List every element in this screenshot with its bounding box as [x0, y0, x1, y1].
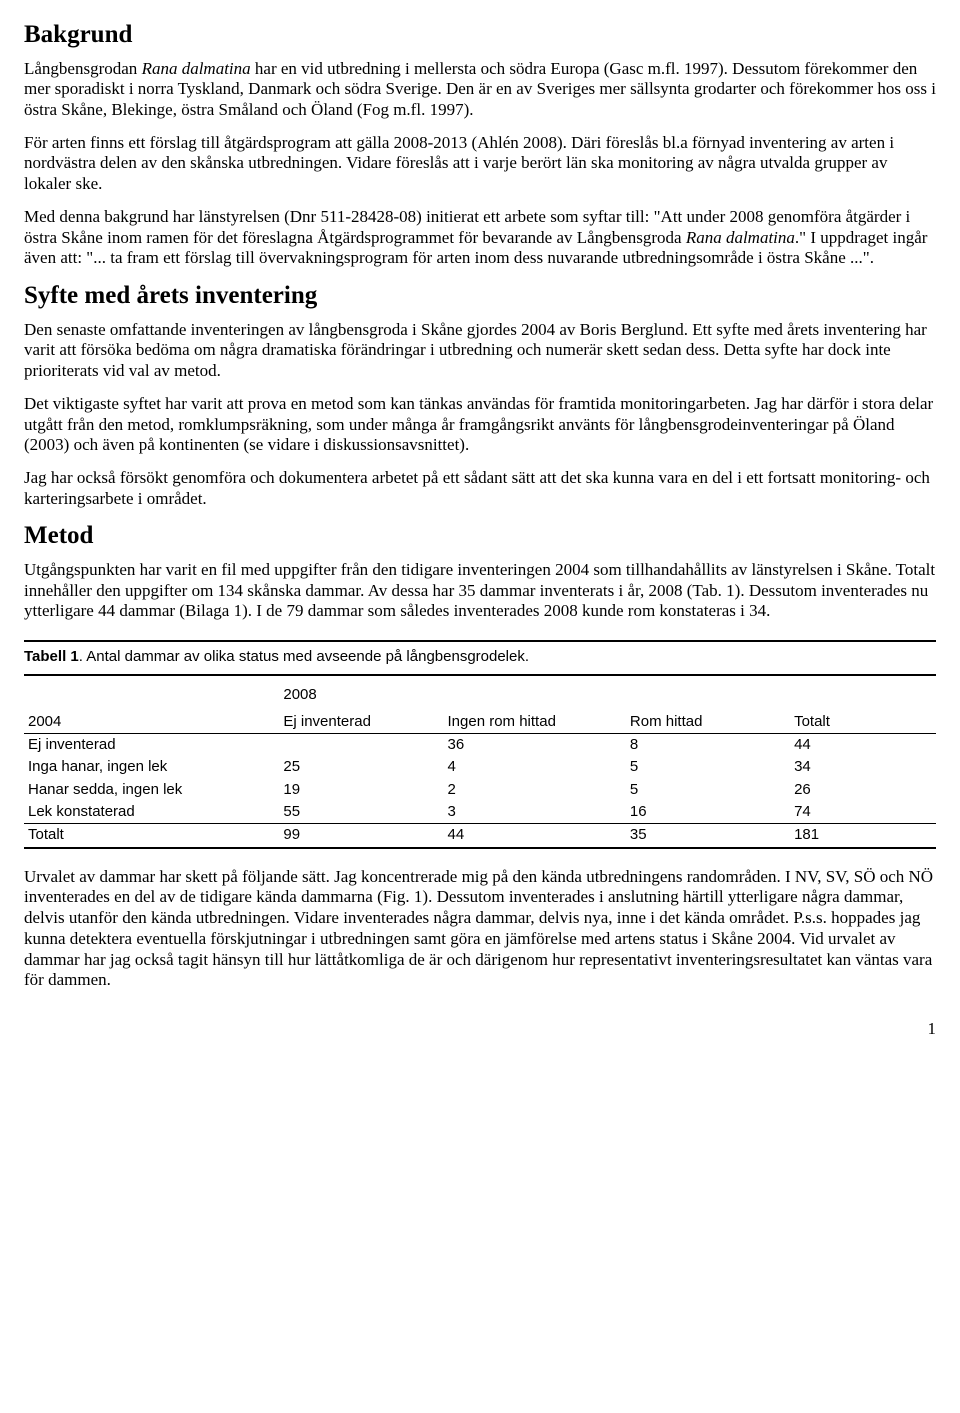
cell: [279, 734, 443, 757]
bakgrund-p3: Med denna bakgrund har länstyrelsen (Dnr…: [24, 207, 936, 269]
table-year-row: 2008: [24, 675, 936, 710]
col-header: Totalt: [790, 711, 936, 734]
row-label: Lek konstaterad: [24, 801, 279, 824]
total-label: Totalt: [24, 824, 279, 848]
cell: 25: [279, 756, 443, 778]
col-header: Ej inventerad: [279, 711, 443, 734]
table-header-row: 2004 Ej inventerad Ingen rom hittad Rom …: [24, 711, 936, 734]
syfte-p3: Jag har också försökt genomföra och doku…: [24, 468, 936, 509]
text: Långbensgrodan: [24, 59, 142, 78]
cell: 26: [790, 779, 936, 801]
syfte-p2: Det viktigaste syftet har varit att prov…: [24, 394, 936, 456]
cell: 3: [444, 801, 626, 824]
cell: 44: [444, 824, 626, 848]
table-row: Hanar sedda, ingen lek 19 2 5 26: [24, 779, 936, 801]
row-label: Hanar sedda, ingen lek: [24, 779, 279, 801]
cell: 2: [444, 779, 626, 801]
metod-p1: Utgångspunkten har varit en fil med uppg…: [24, 560, 936, 622]
cell: 16: [626, 801, 790, 824]
cell: 8: [626, 734, 790, 757]
table-title: Tabell 1. Antal dammar av olika status m…: [24, 640, 936, 666]
cell: 35: [626, 824, 790, 848]
cell: 44: [790, 734, 936, 757]
cell: 181: [790, 824, 936, 848]
table-caption: . Antal dammar av olika status med avsee…: [79, 648, 529, 665]
year-cell: 2008: [279, 675, 443, 710]
cell: 34: [790, 756, 936, 778]
heading-syfte: Syfte med årets inventering: [24, 281, 936, 312]
row-label: Inga hanar, ingen lek: [24, 756, 279, 778]
cell: 55: [279, 801, 443, 824]
row-label: Ej inventerad: [24, 734, 279, 757]
col-header: Rom hittad: [626, 711, 790, 734]
table-row: Lek konstaterad 55 3 16 74: [24, 801, 936, 824]
cell: 19: [279, 779, 443, 801]
species-name: Rana dalmatina: [142, 59, 251, 78]
bakgrund-p1: Långbensgrodan Rana dalmatina har en vid…: [24, 59, 936, 121]
heading-metod: Metod: [24, 521, 936, 552]
table-row: Ej inventerad 36 8 44: [24, 734, 936, 757]
cell: 74: [790, 801, 936, 824]
heading-bakgrund: Bakgrund: [24, 20, 936, 51]
col-header: Ingen rom hittad: [444, 711, 626, 734]
cell: 99: [279, 824, 443, 848]
bakgrund-p2: För arten finns ett förslag till åtgärds…: [24, 133, 936, 195]
table-total-row: Totalt 99 44 35 181: [24, 824, 936, 848]
table-label: Tabell 1: [24, 648, 79, 665]
cell: 4: [444, 756, 626, 778]
table-row: Inga hanar, ingen lek 25 4 5 34: [24, 756, 936, 778]
data-table: 2008 2004 Ej inventerad Ingen rom hittad…: [24, 674, 936, 848]
cell: 36: [444, 734, 626, 757]
page-number: 1: [24, 1019, 936, 1040]
col-2004: 2004: [24, 711, 279, 734]
cell: 5: [626, 756, 790, 778]
syfte-p1: Den senaste omfattande inventeringen av …: [24, 320, 936, 382]
species-name: Rana dalmatina: [686, 228, 795, 247]
cell: 5: [626, 779, 790, 801]
after-table-p1: Urvalet av dammar har skett på följande …: [24, 867, 936, 991]
